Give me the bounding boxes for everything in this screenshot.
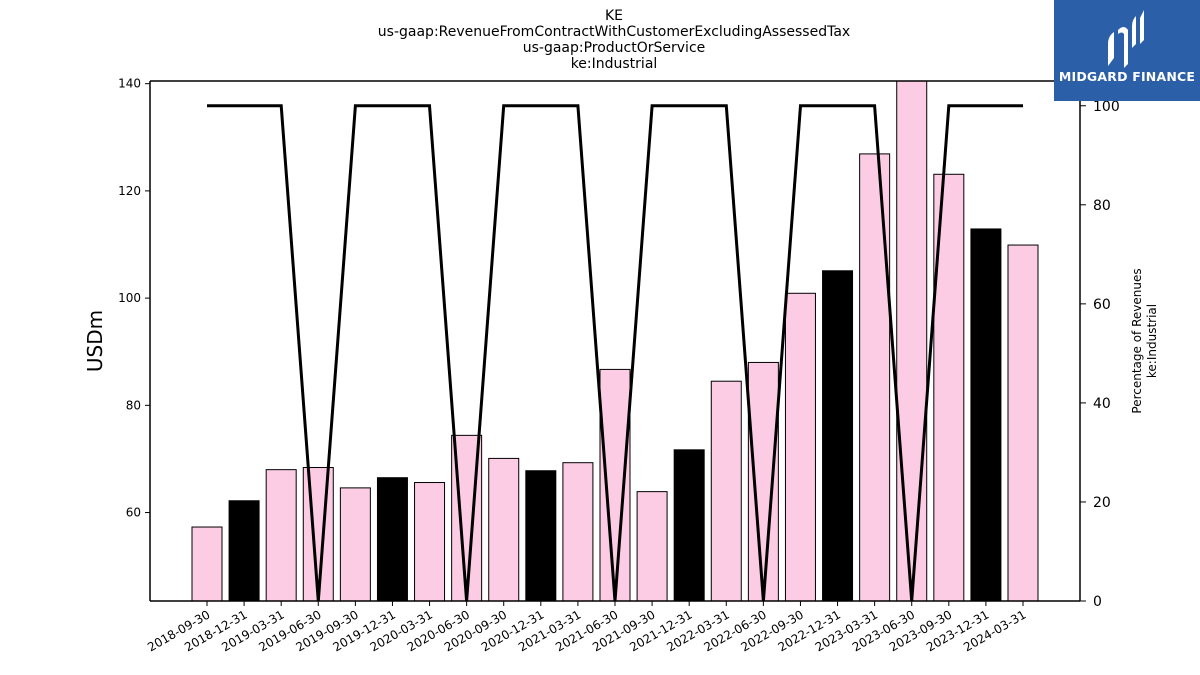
- bar-2018-12-31: [228, 500, 260, 602]
- bar-2019-03-31: [265, 469, 297, 602]
- midgard-logo-mark-icon: [1108, 10, 1144, 68]
- y-axis-label-left: USDm: [83, 310, 107, 372]
- right-tick-label: 40: [1093, 396, 1111, 412]
- left-tick-label: 80: [126, 398, 141, 412]
- bar-2018-09-30: [191, 526, 223, 602]
- y-axis-label-right-line-2: ke:Industrial: [1145, 304, 1159, 378]
- bar-2021-06-30: [599, 368, 631, 602]
- bar-series: [191, 80, 1039, 602]
- bar-2023-12-31: [970, 228, 1002, 602]
- title-line-2: us-gaap:RevenueFromContractWithCustomerE…: [378, 24, 850, 40]
- bar-2021-09-30: [636, 491, 668, 602]
- right-tick-label: 100: [1093, 99, 1120, 115]
- bar-2021-12-31: [673, 449, 705, 602]
- right-y-axis: 0 20 40 60 80 100: [1080, 99, 1120, 610]
- title-line-3: us-gaap:ProductOrService: [523, 40, 706, 56]
- y-axis-label-right: Percentage of Revenues ke:Industrial: [1130, 268, 1159, 413]
- bar-2019-12-31: [376, 477, 408, 602]
- y-axis-label-right-line-1: Percentage of Revenues: [1130, 268, 1144, 413]
- right-tick-label: 80: [1093, 198, 1111, 214]
- bar-2020-12-31: [525, 470, 557, 602]
- bar-2019-06-30: [302, 467, 334, 602]
- bar-2022-12-31: [822, 270, 854, 602]
- bar-2022-03-31: [710, 380, 742, 602]
- title-line-1: KE: [605, 8, 623, 24]
- logo-text: MIDGARD FINANCE: [1058, 69, 1196, 84]
- left-tick-label: 100: [118, 291, 141, 305]
- right-tick-label: 20: [1093, 495, 1111, 511]
- bar-2021-03-31: [562, 462, 594, 602]
- left-tick-label: 120: [118, 184, 141, 198]
- x-axis: 2018-09-302018-12-312019-03-312019-06-30…: [145, 601, 1029, 654]
- bar-2023-06-30: [896, 80, 928, 602]
- bar-2023-03-31: [859, 153, 891, 602]
- bar-2019-09-30: [339, 487, 371, 602]
- title-line-4: ke:Industrial: [571, 56, 658, 72]
- right-tick-label: 0: [1093, 594, 1102, 610]
- bar-2022-09-30: [784, 292, 816, 602]
- left-y-axis: 60 80 100 120 140: [118, 77, 150, 520]
- left-tick-label: 140: [118, 77, 141, 91]
- bar-2020-09-30: [488, 457, 520, 602]
- left-tick-label: 60: [126, 506, 141, 520]
- chart-title: KE us-gaap:RevenueFromContractWithCustom…: [378, 8, 850, 72]
- right-tick-label: 60: [1093, 297, 1111, 313]
- bar-2024-03-31: [1007, 244, 1039, 602]
- midgard-finance-logo: MIDGARD FINANCE: [1054, 0, 1200, 101]
- bar-2020-03-31: [414, 482, 446, 602]
- bar-2022-06-30: [747, 361, 779, 602]
